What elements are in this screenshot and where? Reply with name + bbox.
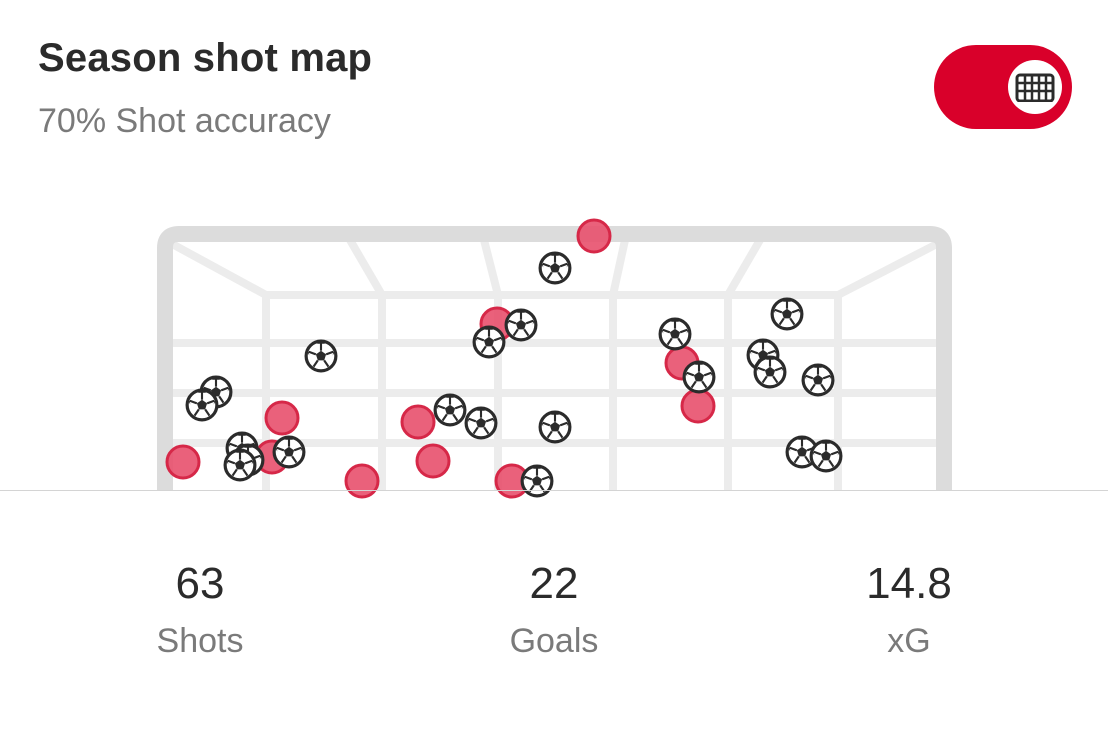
stat-xg: 14.8 xG: [799, 556, 1019, 662]
shot-goal-marker: [464, 406, 498, 440]
shot-miss-marker: [680, 388, 716, 424]
stat-shots: 63 Shots: [90, 556, 310, 662]
shot-goal-marker: [433, 393, 467, 427]
shot-goal-marker: [304, 339, 338, 373]
shot-miss-marker: [576, 218, 612, 254]
stat-goals-label: Goals: [509, 622, 599, 660]
shot-goal-marker: [223, 448, 257, 482]
shot-goal-marker: [682, 360, 716, 394]
stat-xg-value: 14.8: [866, 559, 952, 608]
shot-miss-marker: [400, 404, 436, 440]
page-title: Season shot map: [38, 36, 373, 80]
pitch-baseline: [0, 490, 1108, 491]
shot-goal-marker: [520, 464, 554, 498]
toggle-knob[interactable]: [1008, 60, 1062, 114]
shot-goal-marker: [658, 317, 692, 351]
stat-shots-label: Shots: [156, 622, 244, 660]
shot-miss-marker: [165, 444, 201, 480]
goal-net-icon: [1015, 73, 1055, 102]
shot-accuracy-subtitle: 70% Shot accuracy: [38, 102, 331, 140]
shot-goal-marker: [809, 439, 843, 473]
shot-goal-marker: [753, 355, 787, 389]
shot-goal-marker: [272, 435, 306, 469]
shot-goal-marker: [472, 325, 506, 359]
shot-miss-marker: [344, 463, 380, 499]
shot-miss-marker: [264, 400, 300, 436]
shot-goal-marker: [770, 297, 804, 331]
stat-goals-value: 22: [529, 559, 579, 608]
stat-goals: 22 Goals: [444, 556, 664, 662]
shot-points: [165, 218, 843, 499]
goal-view-toggle[interactable]: [934, 45, 1072, 129]
shot-goal-marker: [538, 251, 572, 285]
shot-goal-marker: [185, 388, 219, 422]
shot-goal-marker: [538, 410, 572, 444]
shot-goal-marker: [801, 363, 835, 397]
shot-miss-marker: [415, 443, 451, 479]
stat-shots-value: 63: [175, 559, 225, 608]
stat-xg-label: xG: [887, 622, 931, 660]
shot-goal-marker: [504, 308, 538, 342]
